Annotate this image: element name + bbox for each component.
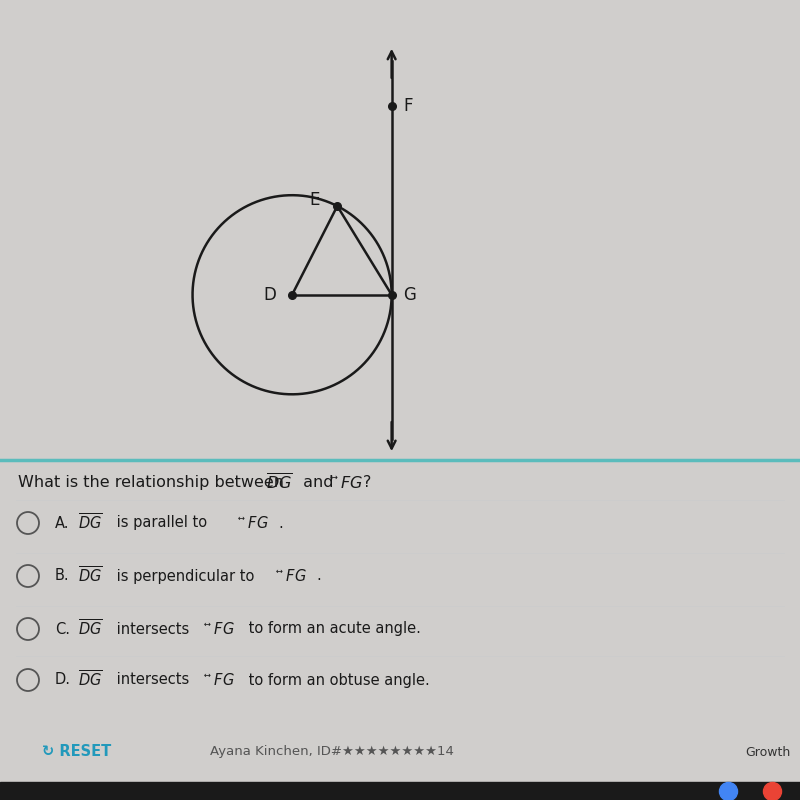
Text: $\overline{DG}$: $\overline{DG}$ bbox=[78, 619, 102, 639]
Text: D: D bbox=[263, 286, 276, 304]
Text: E: E bbox=[309, 191, 319, 209]
Text: $\overline{DG}$: $\overline{DG}$ bbox=[78, 670, 102, 690]
Text: intersects: intersects bbox=[112, 673, 194, 687]
Text: B.: B. bbox=[55, 569, 70, 583]
Bar bbox=[0, 782, 800, 800]
Text: G: G bbox=[403, 286, 417, 304]
Text: $\overleftrightarrow{FG}$: $\overleftrightarrow{FG}$ bbox=[276, 568, 306, 584]
Text: A.: A. bbox=[55, 515, 70, 530]
Text: ↻ RESET: ↻ RESET bbox=[42, 745, 111, 759]
Text: $\overleftrightarrow{FG}$: $\overleftrightarrow{FG}$ bbox=[238, 515, 269, 531]
Text: .: . bbox=[316, 569, 321, 583]
Text: and: and bbox=[298, 475, 338, 490]
Text: $\overleftrightarrow{FG}$: $\overleftrightarrow{FG}$ bbox=[204, 621, 234, 637]
Text: $\overleftrightarrow{FG}$: $\overleftrightarrow{FG}$ bbox=[204, 672, 234, 688]
Text: ?: ? bbox=[363, 475, 371, 490]
Text: intersects: intersects bbox=[112, 622, 194, 637]
Text: What is the relationship between: What is the relationship between bbox=[18, 475, 289, 490]
Text: .: . bbox=[278, 515, 282, 530]
Text: F: F bbox=[403, 97, 413, 114]
Text: is parallel to: is parallel to bbox=[112, 515, 212, 530]
Text: to form an obtuse angle.: to form an obtuse angle. bbox=[244, 673, 430, 687]
Text: to form an acute angle.: to form an acute angle. bbox=[244, 622, 421, 637]
Text: is perpendicular to: is perpendicular to bbox=[112, 569, 259, 583]
Text: C.: C. bbox=[55, 622, 70, 637]
Text: Ayana Kinchen, ID#★★★★★★★★14: Ayana Kinchen, ID#★★★★★★★★14 bbox=[210, 746, 454, 758]
Text: $\overline{DG}$: $\overline{DG}$ bbox=[78, 566, 102, 586]
Text: $\overleftrightarrow{FG}$: $\overleftrightarrow{FG}$ bbox=[330, 474, 363, 491]
Text: D.: D. bbox=[55, 673, 71, 687]
Text: $\overline{DG}$: $\overline{DG}$ bbox=[78, 513, 102, 533]
Text: Growth: Growth bbox=[745, 746, 790, 758]
Text: $\overline{DG}$: $\overline{DG}$ bbox=[266, 473, 293, 493]
